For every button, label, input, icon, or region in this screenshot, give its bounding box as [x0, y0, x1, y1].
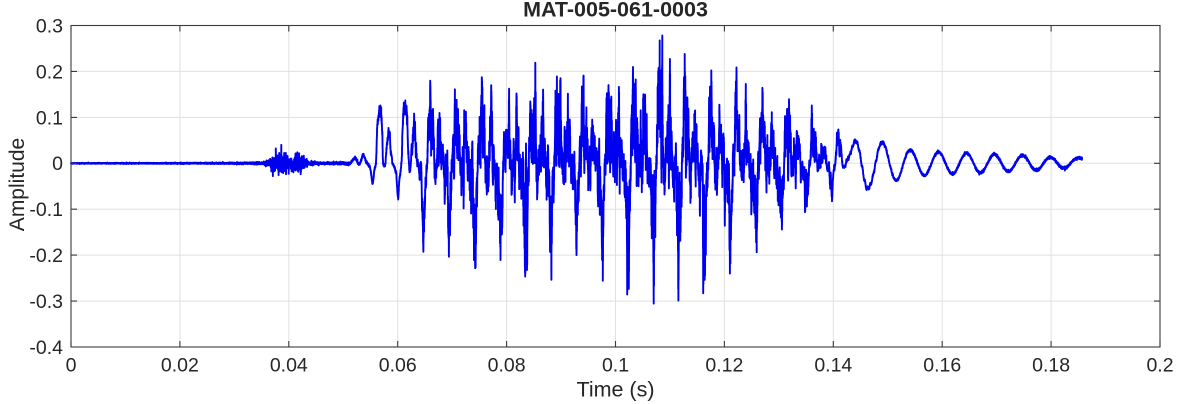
svg-text:Time (s): Time (s) — [576, 378, 654, 402]
svg-text:0.02: 0.02 — [161, 355, 199, 377]
svg-text:MAT-005-061-0003: MAT-005-061-0003 — [523, 0, 708, 22]
svg-text:0.04: 0.04 — [270, 355, 308, 377]
svg-text:0.3: 0.3 — [36, 15, 63, 37]
svg-text:0.06: 0.06 — [379, 355, 417, 377]
svg-text:0.1: 0.1 — [602, 355, 629, 377]
svg-text:0: 0 — [52, 153, 63, 175]
svg-text:0: 0 — [66, 355, 77, 377]
svg-text:0.1: 0.1 — [36, 107, 63, 129]
svg-text:-0.3: -0.3 — [29, 291, 63, 313]
svg-text:-0.1: -0.1 — [29, 199, 63, 221]
svg-text:0.2: 0.2 — [1146, 355, 1173, 377]
svg-text:0.16: 0.16 — [923, 355, 961, 377]
svg-text:0.12: 0.12 — [705, 355, 743, 377]
svg-text:-0.2: -0.2 — [29, 245, 63, 267]
svg-text:0.18: 0.18 — [1032, 355, 1070, 377]
svg-text:0.08: 0.08 — [488, 355, 526, 377]
svg-text:Amplitude: Amplitude — [6, 138, 29, 231]
svg-text:-0.4: -0.4 — [29, 337, 63, 359]
svg-text:0.14: 0.14 — [814, 355, 852, 377]
svg-text:0.2: 0.2 — [36, 61, 63, 83]
